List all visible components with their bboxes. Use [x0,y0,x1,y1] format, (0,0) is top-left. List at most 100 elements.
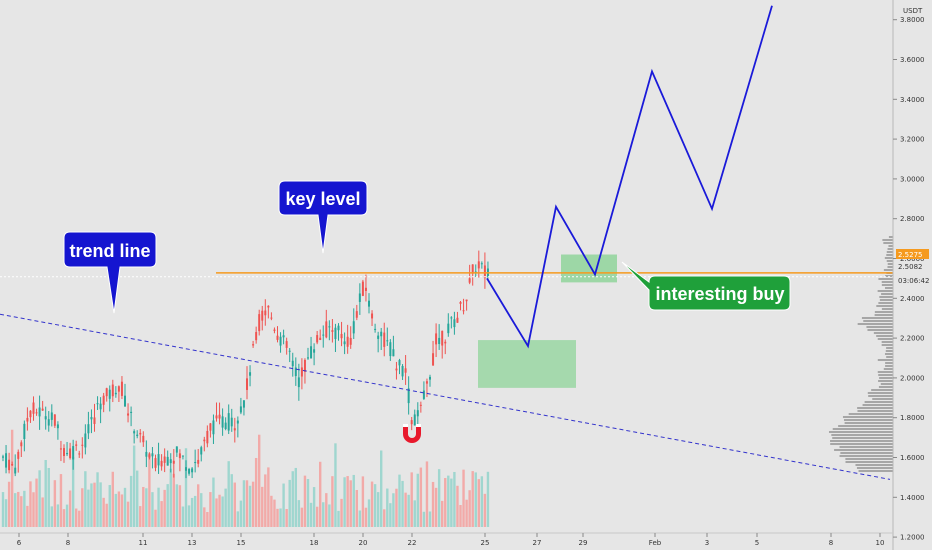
candle-body [35,412,38,414]
candle-body [477,261,480,269]
volume-profile-bar [871,389,893,391]
time-tick-label: 15 [237,539,246,547]
volume-bar [383,509,386,527]
volume-profile-bar [886,356,893,358]
volume-bar [132,445,136,527]
candle-body [239,406,242,413]
volume-bar [276,508,279,527]
volume-bar [434,487,438,527]
candle-body [337,325,340,331]
volume-profile-bar [844,422,893,424]
volume-profile-bar [838,425,893,427]
candle-body [236,420,239,424]
volume-bar [465,499,468,527]
candle-body [355,311,358,318]
volume-profile-bar [857,323,893,325]
volume-bar [245,480,249,527]
volume-bar [200,493,203,527]
volume-bar [483,493,487,527]
candle-body [50,412,53,420]
volume-bar [108,485,111,527]
price-tick-label: 1.2000 [900,534,925,542]
volume-bar [486,471,490,527]
volume-bar [258,434,261,527]
candle-body [11,464,14,466]
volume-profile-bar [882,239,893,241]
candle-body [224,422,227,429]
candle-body [127,413,130,416]
candle-body [273,329,276,331]
time-tick-label: 27 [533,539,542,547]
volume-profile-bar [881,344,893,346]
time-axis: 6 8 11 13 15 18 20 22 25 27 29 Feb 3 5 8 10 [0,532,893,547]
candle-body [114,392,117,395]
candle-body [349,337,352,345]
volume-bar [386,488,389,527]
volume-bar [337,510,340,527]
volume-profile-bar [878,302,893,304]
volume-bar [331,476,334,527]
volume-bar [349,480,352,527]
candle-body [377,335,380,339]
projection-path [486,5,773,349]
price-tick-label: 2.2000 [900,335,925,343]
price-tick-label: 1.6000 [900,454,925,462]
volume-profile-bar [857,410,893,412]
volume-bar [105,503,108,527]
volume-profile-bar [828,431,893,433]
candle-body [166,456,169,466]
volume-bar [325,493,328,527]
candle-body [297,377,300,388]
volume-profile-bar [867,329,893,331]
volume-bar [197,484,200,527]
volume-profile-bar [886,254,893,256]
volume-bar [29,481,32,527]
candle-body [117,386,120,392]
volume-bar [380,450,383,527]
volume-profile-bar [881,341,893,343]
candle-body [163,456,166,463]
candle-body [429,376,431,380]
candle-body [288,350,291,352]
volume-bar [59,474,63,527]
volume-bar [96,472,99,527]
candle-body [188,468,191,474]
candle-body [325,321,328,338]
key-level-callout: key level [278,180,368,254]
candle-body [343,341,346,345]
volume-bar [425,461,429,527]
candle-body [90,417,93,420]
candle-body [175,446,178,453]
secondary-price-label: 2.5082 [898,263,923,271]
candle-body [334,327,337,340]
volume-bar [178,485,182,527]
candle-body [14,467,17,474]
volume-profile-bar [845,461,893,463]
volume-bar [312,487,316,527]
candle-body [383,332,386,347]
candle-body [206,430,209,444]
volume-bar [93,482,96,527]
volume-profile-bar [832,428,893,430]
volume-bar [99,482,102,527]
volume-profile-bar [881,284,893,286]
candle-body [340,333,343,339]
volume-bar [373,484,377,527]
candle-body [410,420,413,425]
candle-body [178,453,181,459]
candle-body [331,330,334,332]
time-tick-label: 18 [310,539,319,547]
volume-profile-bar [884,353,893,355]
trend-line [0,313,891,480]
volume-bar [389,503,392,527]
volume-bar [53,480,57,527]
price-tick-label: 2.4000 [900,295,925,303]
candles [2,250,489,479]
candle-body [422,390,425,399]
volume-bar [142,486,145,527]
candle-body [99,403,102,410]
volume-bar [32,492,35,527]
candle-body [111,384,114,397]
volume-bar [65,504,69,527]
